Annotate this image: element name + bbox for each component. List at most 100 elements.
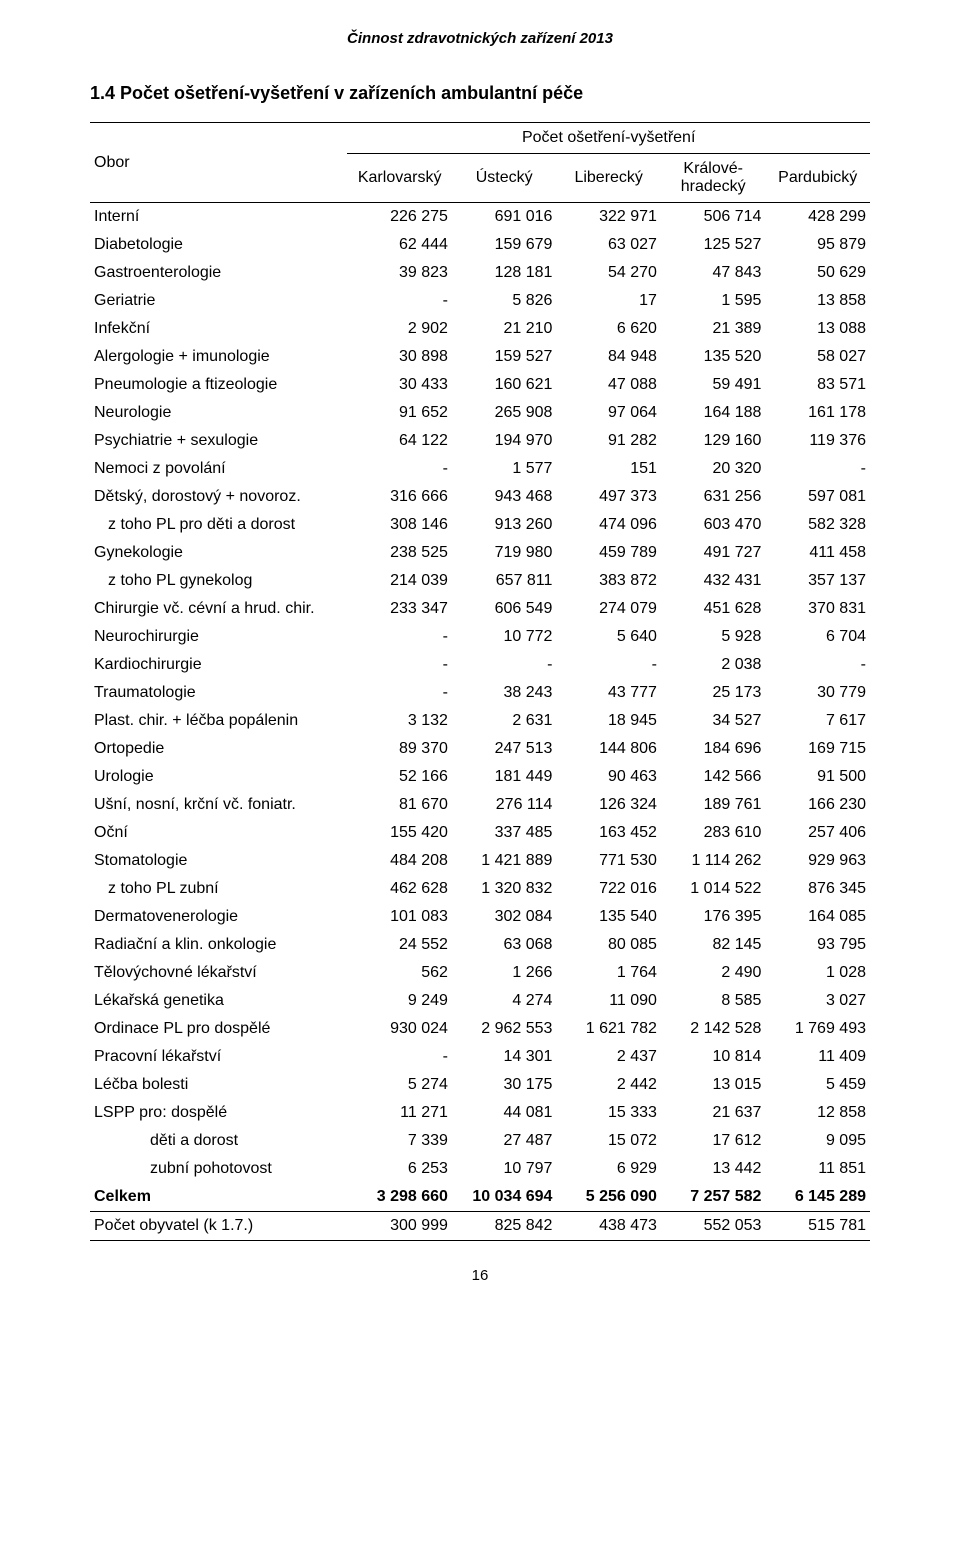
cell-value: - <box>765 455 870 483</box>
cell-value: 6 253 <box>347 1155 452 1183</box>
cell-value: - <box>347 287 452 315</box>
row-label: Neurologie <box>90 399 347 427</box>
table-row: Pracovní lékařství-14 3012 43710 81411 4… <box>90 1043 870 1071</box>
cell-value: - <box>765 651 870 679</box>
cell-value: 7 257 582 <box>661 1183 766 1212</box>
cell-value: 38 243 <box>452 679 557 707</box>
cell-value: 10 797 <box>452 1155 557 1183</box>
cell-value: 43 777 <box>556 679 661 707</box>
cell-value: 606 549 <box>452 595 557 623</box>
table-row: Kardiochirurgie---2 038- <box>90 651 870 679</box>
row-label: Nemoci z povolání <box>90 455 347 483</box>
row-label: Gynekologie <box>90 539 347 567</box>
row-label: Chirurgie vč. cévní a hrud. chir. <box>90 595 347 623</box>
cell-value: 90 463 <box>556 763 661 791</box>
cell-value: 6 145 289 <box>765 1183 870 1212</box>
cell-value: 370 831 <box>765 595 870 623</box>
cell-value: 6 704 <box>765 623 870 651</box>
cell-value: 13 442 <box>661 1155 766 1183</box>
cell-value: 18 945 <box>556 707 661 735</box>
col-header: Králové-hradecký <box>661 154 766 203</box>
cell-value: 238 525 <box>347 539 452 567</box>
cell-value: 2 442 <box>556 1071 661 1099</box>
row-label: Geriatrie <box>90 287 347 315</box>
cell-value: 300 999 <box>347 1212 452 1241</box>
cell-value: 81 670 <box>347 791 452 819</box>
cell-value: 4 274 <box>452 987 557 1015</box>
cell-value: 169 715 <box>765 735 870 763</box>
cell-value: 428 299 <box>765 203 870 232</box>
table-row: z toho PL pro děti a dorost308 146913 26… <box>90 511 870 539</box>
cell-value: 25 173 <box>661 679 766 707</box>
table-row: Léčba bolesti5 27430 1752 44213 0155 459 <box>90 1071 870 1099</box>
cell-value: 11 409 <box>765 1043 870 1071</box>
cell-value: 8 585 <box>661 987 766 1015</box>
cell-value: 30 898 <box>347 343 452 371</box>
cell-value: 2 142 528 <box>661 1015 766 1043</box>
row-label: z toho PL gynekolog <box>90 567 347 595</box>
cell-value: 47 088 <box>556 371 661 399</box>
table-row: Gynekologie238 525719 980459 789491 7274… <box>90 539 870 567</box>
cell-value: 283 610 <box>661 819 766 847</box>
cell-value: 91 282 <box>556 427 661 455</box>
cell-value: 2 631 <box>452 707 557 735</box>
row-label: Pracovní lékařství <box>90 1043 347 1071</box>
cell-value: 80 085 <box>556 931 661 959</box>
table-row: Tělovýchovné lékařství5621 2661 7642 490… <box>90 959 870 987</box>
cell-value: 24 552 <box>347 931 452 959</box>
cell-value: 6 929 <box>556 1155 661 1183</box>
table-row: z toho PL gynekolog214 039657 811383 872… <box>90 567 870 595</box>
cell-value: 21 637 <box>661 1099 766 1127</box>
cell-value: 159 679 <box>452 231 557 259</box>
cell-value: 21 389 <box>661 315 766 343</box>
page-number: 16 <box>90 1267 870 1284</box>
cell-value: 44 081 <box>452 1099 557 1127</box>
table-row: Počet obyvatel (k 1.7.)300 999825 842438… <box>90 1212 870 1241</box>
cell-value: 233 347 <box>347 595 452 623</box>
row-label: Neurochirurgie <box>90 623 347 651</box>
row-label: děti a dorost <box>90 1127 347 1155</box>
cell-value: 64 122 <box>347 427 452 455</box>
cell-value: 459 789 <box>556 539 661 567</box>
row-label: Alergologie + imunologie <box>90 343 347 371</box>
doc-header: Činnost zdravotnických zařízení 2013 <box>90 30 870 47</box>
cell-value: 58 027 <box>765 343 870 371</box>
row-label: Počet obyvatel (k 1.7.) <box>90 1212 347 1241</box>
cell-value: 163 452 <box>556 819 661 847</box>
table-row: Dermatovenerologie101 083302 084135 5401… <box>90 903 870 931</box>
table-row: Geriatrie-5 826171 59513 858 <box>90 287 870 315</box>
table-row: LSPP pro: dospělé11 27144 08115 33321 63… <box>90 1099 870 1127</box>
cell-value: 52 166 <box>347 763 452 791</box>
cell-value: 181 449 <box>452 763 557 791</box>
cell-value: 135 540 <box>556 903 661 931</box>
cell-value: 11 090 <box>556 987 661 1015</box>
table-row: Radiační a klin. onkologie24 55263 06880… <box>90 931 870 959</box>
cell-value: 11 271 <box>347 1099 452 1127</box>
table-row: Traumatologie-38 24343 77725 17330 779 <box>90 679 870 707</box>
cell-value: 1 577 <box>452 455 557 483</box>
cell-value: 1 764 <box>556 959 661 987</box>
row-label: Radiační a klin. onkologie <box>90 931 347 959</box>
cell-value: 552 053 <box>661 1212 766 1241</box>
cell-value: 1 028 <box>765 959 870 987</box>
table-row: Urologie52 166181 44990 463142 56691 500 <box>90 763 870 791</box>
cell-value: 15 072 <box>556 1127 661 1155</box>
cell-value: 506 714 <box>661 203 766 232</box>
table-head: Obor Počet ošetření-vyšetření Karlovarsk… <box>90 123 870 203</box>
table-body: Interní226 275691 016322 971506 714428 2… <box>90 203 870 1241</box>
table-row: Neurologie91 652265 90897 064164 188161 … <box>90 399 870 427</box>
cell-value: 3 298 660 <box>347 1183 452 1212</box>
cell-value: 5 640 <box>556 623 661 651</box>
cell-value: 119 376 <box>765 427 870 455</box>
cell-value: 54 270 <box>556 259 661 287</box>
cell-value: 1 320 832 <box>452 875 557 903</box>
cell-value: 2 902 <box>347 315 452 343</box>
cell-value: 10 034 694 <box>452 1183 557 1212</box>
cell-value: 5 459 <box>765 1071 870 1099</box>
cell-value: 929 963 <box>765 847 870 875</box>
cell-value: 322 971 <box>556 203 661 232</box>
row-label: Kardiochirurgie <box>90 651 347 679</box>
cell-value: 876 345 <box>765 875 870 903</box>
cell-value: 276 114 <box>452 791 557 819</box>
cell-value: 189 761 <box>661 791 766 819</box>
